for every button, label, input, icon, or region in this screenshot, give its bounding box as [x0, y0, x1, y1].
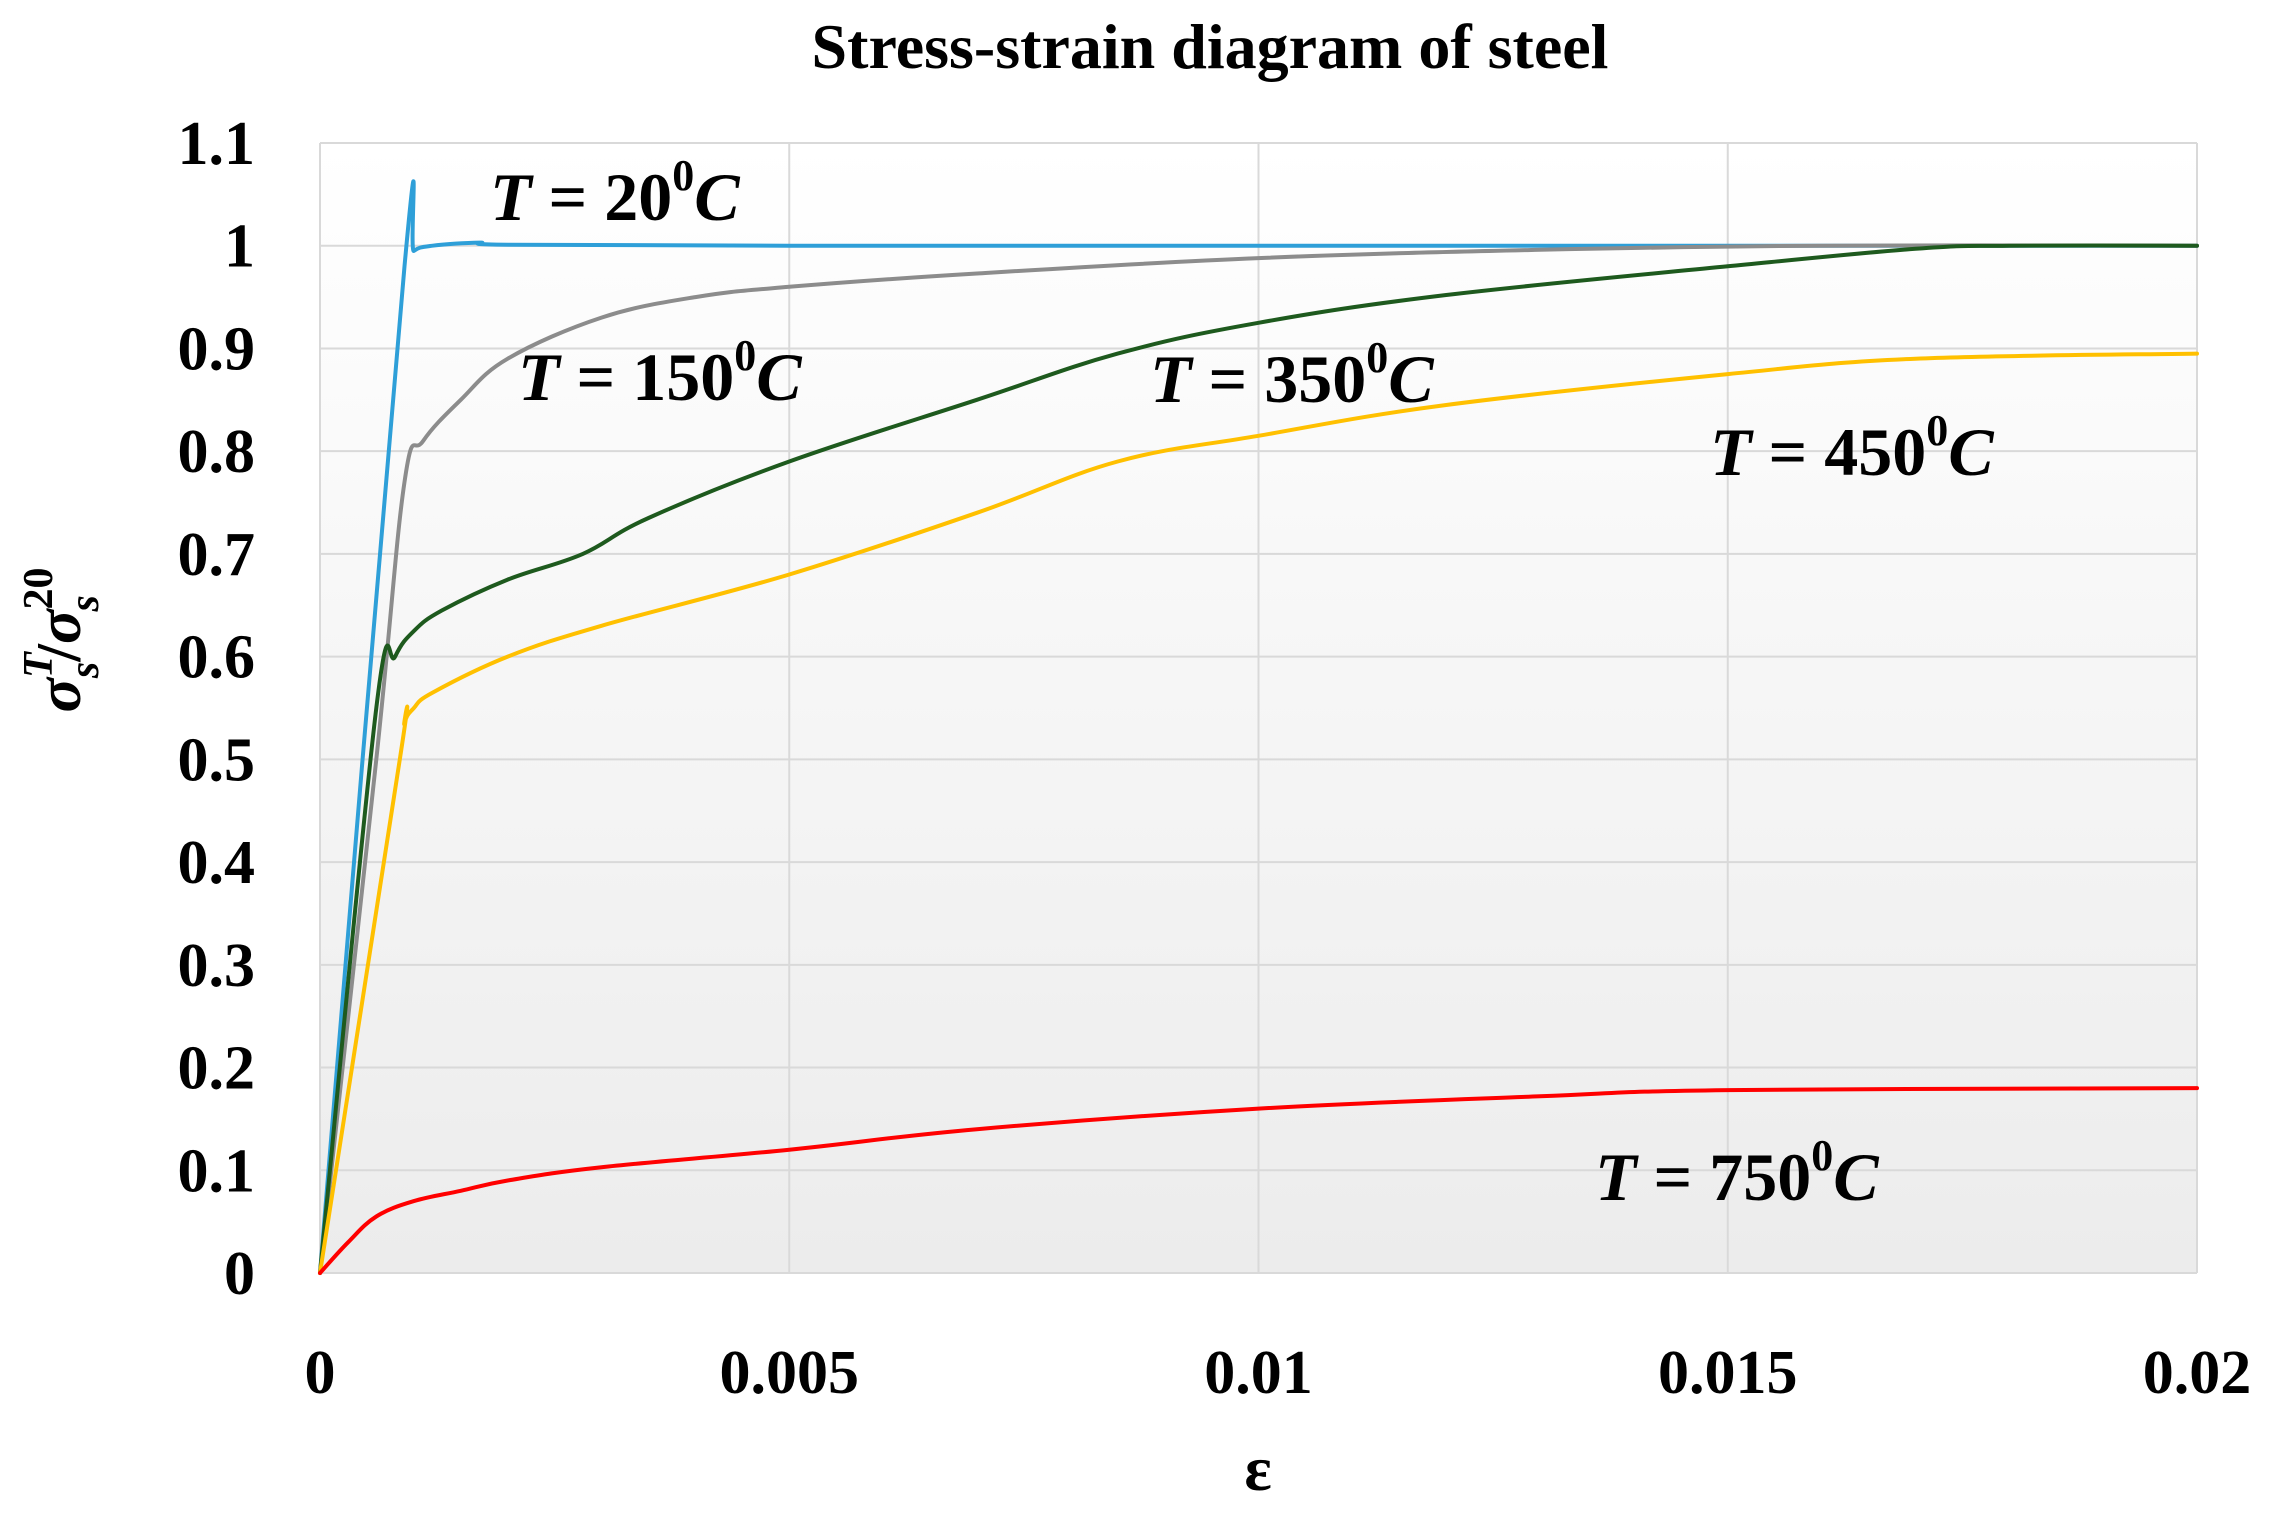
x-tick-labels: 0 0.005 0.01 0.015 0.02 — [305, 1339, 2252, 1407]
annotation-t450-var: T — [1710, 414, 1754, 490]
y-label-sub-1: s — [62, 662, 108, 679]
series-t350-line — [318, 243, 2199, 1275]
annotation-t20-unit: C — [694, 159, 740, 235]
annotation-t750-unit: C — [1833, 1139, 1879, 1215]
svg-text:σTs/σ20s: σTs/σ20s — [16, 568, 108, 713]
series-t20-line — [318, 179, 2199, 1275]
y-tick-label: 0 — [224, 1240, 255, 1308]
y-tick-label: 1 — [224, 213, 255, 281]
annotation-t150-sup: 0 — [734, 331, 756, 380]
chart-title: Stress-strain diagram of steel — [812, 11, 1609, 82]
annotation-t750: T = 7500C — [1595, 1131, 1879, 1215]
y-tick-label: 0.5 — [178, 726, 256, 794]
annotation-t350: T = 3500C — [1150, 333, 1434, 417]
annotation-t750-var: T — [1595, 1139, 1639, 1215]
y-tick-label: 1.1 — [178, 110, 256, 178]
annotation-t750-eq: = — [1637, 1139, 1710, 1215]
series-t750-line — [318, 1086, 2199, 1275]
x-tick-label: 0.015 — [1658, 1339, 1798, 1407]
annotation-t350-num: 350 — [1264, 341, 1366, 417]
annotation-t750-sup: 0 — [1811, 1131, 1833, 1180]
y-tick-label: 0.9 — [178, 315, 256, 383]
annotation-t150-eq: = — [560, 339, 633, 415]
series-t450-line — [318, 351, 2199, 1275]
x-tick-label: 0.02 — [2143, 1339, 2252, 1407]
x-axis-label: ε — [1244, 1433, 1271, 1504]
annotation-t20-sup: 0 — [672, 151, 694, 200]
y-label-sigma-1: σ — [23, 676, 94, 712]
series-layer — [318, 179, 2199, 1275]
y-tick-label: 0.1 — [178, 1137, 256, 1205]
annotation-t450-eq: = — [1752, 414, 1825, 490]
annotation-t450: T = 4500C — [1710, 406, 1994, 490]
y-axis-label: σTs/σ20s — [16, 568, 108, 713]
annotation-t150-num: 150 — [632, 339, 734, 415]
annotation-t20-var: T — [490, 159, 534, 235]
annotation-t450-unit: C — [1948, 414, 1994, 490]
annotation-t350-unit: C — [1388, 341, 1434, 417]
y-tick-label: 0.4 — [178, 829, 256, 897]
annotation-t350-eq: = — [1192, 341, 1265, 417]
annotation-t450-sup: 0 — [1926, 406, 1948, 455]
annotation-t150: T = 1500C — [518, 331, 802, 415]
y-tick-label: 0.3 — [178, 932, 256, 1000]
y-tick-label: 0.7 — [178, 521, 256, 589]
x-tick-label: 0.01 — [1204, 1339, 1313, 1407]
annotation-t350-sup: 0 — [1366, 333, 1388, 382]
y-tick-label: 0.2 — [178, 1035, 256, 1103]
annotation-t20-eq: = — [532, 159, 605, 235]
y-label-sigma-2: σ — [23, 608, 94, 644]
annotation-t20-num: 20 — [604, 159, 672, 235]
y-label-slash: / — [23, 643, 94, 663]
x-tick-label: 0.005 — [720, 1339, 860, 1407]
annotation-t150-unit: C — [756, 339, 802, 415]
y-tick-label: 0.8 — [178, 418, 256, 486]
x-tick-label: 0 — [305, 1339, 336, 1407]
y-tick-label: 0.6 — [178, 624, 256, 692]
annotation-t450-num: 450 — [1824, 414, 1926, 490]
annotation-t20: T = 200C — [490, 151, 740, 235]
y-label-sub-2: s — [62, 595, 108, 612]
y-tick-labels: 0 0.1 0.2 0.3 0.4 0.5 0.6 0.7 0.8 0.9 1 1.1 — [178, 110, 256, 1308]
annotation-t150-var: T — [518, 339, 562, 415]
annotation-t750-num: 750 — [1709, 1139, 1811, 1215]
annotation-t350-var: T — [1150, 341, 1194, 417]
series-t150-line — [318, 243, 2199, 1275]
y-label-sup-2: 20 — [16, 568, 62, 610]
